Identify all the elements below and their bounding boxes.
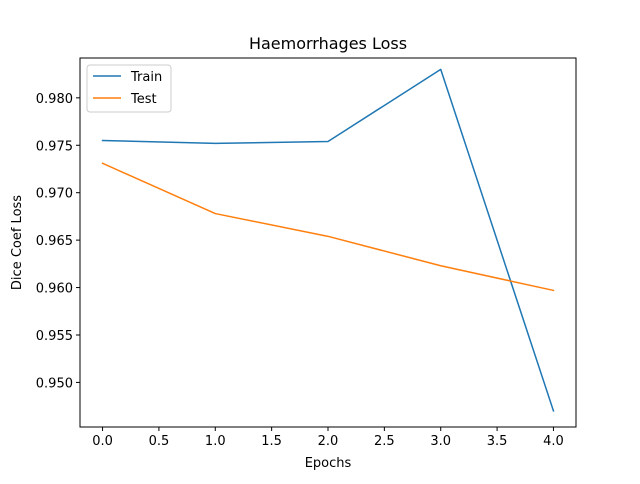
series-line-train: [101, 68, 555, 412]
x-tick-label: 0.5: [149, 434, 170, 449]
y-tick-label: 0.960: [36, 282, 73, 297]
x-tick-label: 2.5: [374, 434, 395, 449]
x-tick-label: 4.0: [543, 434, 564, 449]
x-tick-label: 0.0: [92, 434, 113, 449]
x-axis-label: Epochs: [305, 456, 352, 471]
x-tick-label: 1.5: [261, 434, 282, 449]
y-tick-label: 0.980: [36, 92, 73, 107]
x-tick-label: 2.0: [318, 434, 339, 449]
x-tick-label: 1.0: [205, 434, 226, 449]
legend: Train Test: [86, 64, 172, 113]
y-axis-ticks: 0.950 0.955 0.960 0.965 0.970 0.975 0.980: [36, 92, 80, 391]
legend-label-train: Train: [130, 70, 162, 85]
plot-area: [80, 58, 576, 427]
x-tick-label: 3.5: [487, 434, 508, 449]
x-tick-label: 3.0: [430, 434, 451, 449]
y-tick-label: 0.950: [36, 376, 73, 391]
y-tick-label: 0.965: [36, 234, 73, 249]
chart-title: Haemorrhages Loss: [249, 34, 407, 53]
legend-label-test: Test: [130, 92, 157, 107]
y-axis-label: Dice Coef Loss: [10, 195, 25, 290]
x-axis-ticks: 0.0 0.5 1.0 1.5 2.0 2.5 3.0 3.5 4.0: [92, 427, 564, 449]
y-tick-label: 0.955: [36, 329, 73, 344]
series-line-test: [101, 162, 555, 292]
series-layer: [101, 68, 555, 412]
y-tick-label: 0.975: [36, 139, 73, 154]
y-tick-label: 0.970: [36, 187, 73, 202]
